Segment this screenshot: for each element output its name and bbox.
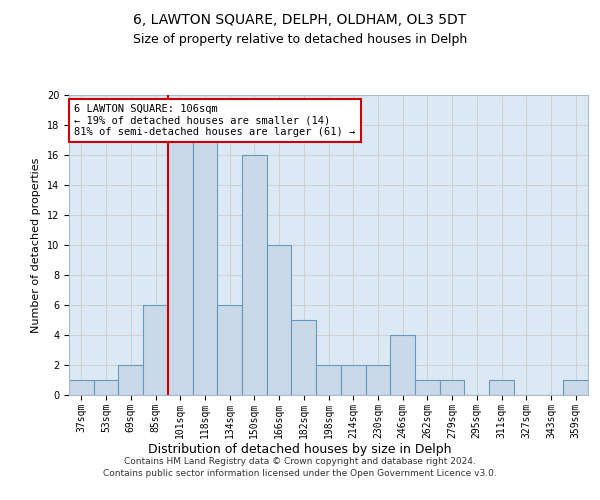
Bar (168, 140, 193, 395)
Bar (292, 320, 316, 395)
Text: Distribution of detached houses by size in Delph: Distribution of detached houses by size … (148, 442, 452, 456)
Text: Size of property relative to detached houses in Delph: Size of property relative to detached ho… (133, 32, 467, 46)
Bar (341, 365, 365, 395)
Text: Contains HM Land Registry data © Crown copyright and database right 2024.: Contains HM Land Registry data © Crown c… (124, 457, 476, 466)
Bar (267, 245, 292, 395)
Text: 6, LAWTON SQUARE, DELPH, OLDHAM, OL3 5DT: 6, LAWTON SQUARE, DELPH, OLDHAM, OL3 5DT (133, 12, 467, 26)
Bar (118, 365, 143, 395)
Text: Contains public sector information licensed under the Open Government Licence v3: Contains public sector information licen… (103, 468, 497, 477)
Text: 6 LAWTON SQUARE: 106sqm
← 19% of detached houses are smaller (14)
81% of semi-de: 6 LAWTON SQUARE: 106sqm ← 19% of detache… (74, 104, 355, 137)
Bar (440, 380, 464, 395)
Bar (563, 380, 588, 395)
Bar (242, 155, 267, 395)
Bar (316, 365, 341, 395)
Bar (217, 305, 242, 395)
Bar (94, 380, 118, 395)
Bar (415, 380, 440, 395)
Y-axis label: Number of detached properties: Number of detached properties (31, 158, 41, 332)
Bar (365, 365, 390, 395)
Bar (390, 335, 415, 395)
Bar (193, 140, 217, 395)
Bar (489, 380, 514, 395)
Bar (69, 380, 94, 395)
Bar (143, 305, 168, 395)
